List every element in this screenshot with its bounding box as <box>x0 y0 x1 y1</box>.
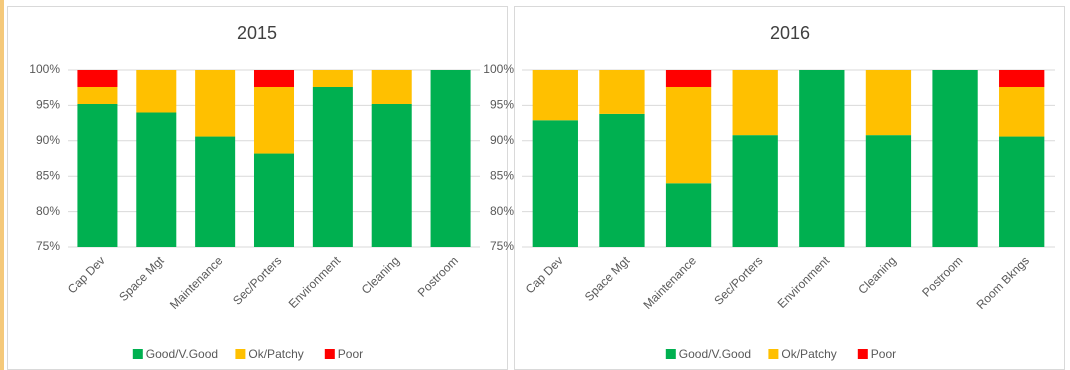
y-tick-label: 100% <box>29 62 60 76</box>
bar-segment <box>136 112 177 247</box>
y-tick-label: 95% <box>490 98 514 112</box>
chart-title: 2015 <box>237 23 277 43</box>
y-tick-label: 80% <box>36 204 60 218</box>
bar-segment <box>932 70 978 247</box>
edge-strip <box>0 0 4 370</box>
bar-segment <box>665 86 712 184</box>
legend-label: Poor <box>338 347 363 361</box>
legend-label: Ok/Patchy <box>781 347 836 361</box>
legend-label: Good/V.Good <box>146 347 218 361</box>
bar-segment <box>865 135 912 247</box>
y-tick-label: 85% <box>36 168 60 182</box>
bar-segment <box>599 70 645 114</box>
legend-label: Good/V.Good <box>679 347 751 361</box>
bar-segment <box>865 70 912 136</box>
bar-segment <box>999 136 1045 247</box>
legend-swatch <box>665 349 676 359</box>
panel <box>514 6 1065 370</box>
bar-segment <box>371 70 412 104</box>
bar-segment <box>732 70 778 136</box>
legend-swatch <box>768 349 779 359</box>
y-tick-label: 100% <box>483 62 514 76</box>
legend-label: Poor <box>871 347 896 361</box>
bar-segment <box>195 136 236 247</box>
bar-segment <box>430 70 471 247</box>
bar-segment <box>799 70 845 247</box>
bar-segment <box>77 70 118 87</box>
bar-segment <box>532 120 578 247</box>
bar-segment <box>999 70 1045 87</box>
legend-swatch <box>324 349 335 359</box>
y-tick-label: 75% <box>490 239 514 253</box>
bar-segment <box>732 135 778 247</box>
legend-swatch <box>857 349 868 359</box>
bar-segment <box>253 70 295 87</box>
y-tick-label: 85% <box>490 168 514 182</box>
y-tick-label: 80% <box>490 204 514 218</box>
bar-segment <box>599 113 645 248</box>
bar-segment <box>77 103 118 247</box>
bar-segment <box>253 153 295 247</box>
bar-segment <box>136 70 177 113</box>
bar-segment <box>312 70 353 87</box>
bar-segment <box>532 70 578 121</box>
legend-swatch <box>132 349 143 359</box>
y-tick-label: 90% <box>490 133 514 147</box>
bar-segment <box>665 183 712 247</box>
y-tick-label: 95% <box>36 98 60 112</box>
legend-swatch <box>235 349 246 359</box>
bar-segment <box>312 86 353 247</box>
y-tick-label: 75% <box>36 239 60 253</box>
y-tick-label: 90% <box>36 133 60 147</box>
bar-segment <box>195 70 236 137</box>
bar-segment <box>77 86 118 104</box>
bar-segment <box>253 86 295 154</box>
bar-segment <box>665 70 712 87</box>
bar-segment <box>999 86 1045 137</box>
chart-title: 2016 <box>770 23 810 43</box>
bar-segment <box>371 103 412 247</box>
legend-label: Ok/Patchy <box>248 347 303 361</box>
